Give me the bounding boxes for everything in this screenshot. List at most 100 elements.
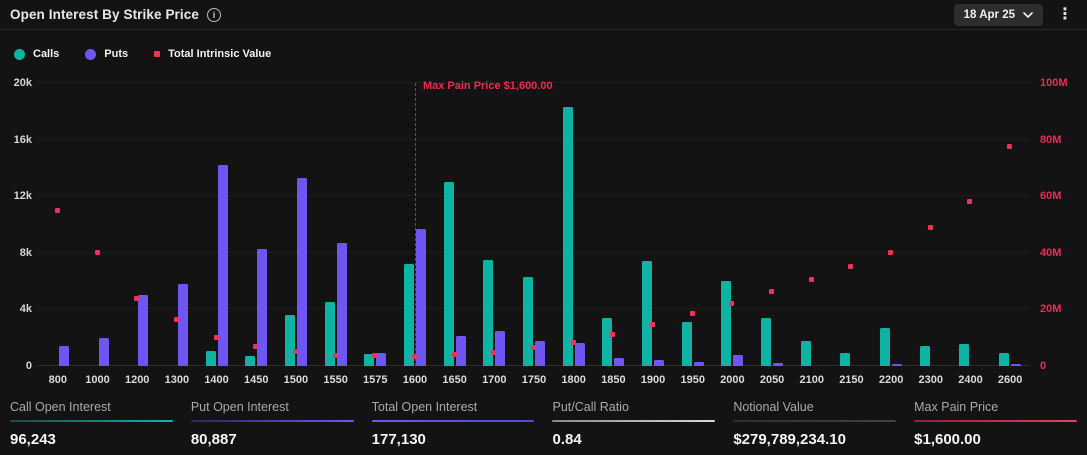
call-bar[interactable] (721, 281, 732, 366)
intrinsic-value-dot[interactable] (213, 335, 219, 341)
legend-label-puts: Puts (104, 48, 129, 60)
stat-label: Put/Call Ratio (552, 400, 629, 414)
x-axis-tick: 1300 (164, 374, 190, 386)
put-bar[interactable] (296, 177, 307, 366)
put-bar[interactable] (654, 359, 665, 366)
put-bar[interactable] (257, 249, 268, 366)
call-bar[interactable] (840, 353, 851, 366)
put-bar[interactable] (1011, 363, 1022, 366)
intrinsic-value-dot[interactable] (332, 353, 338, 359)
put-bar[interactable] (177, 283, 188, 366)
call-bar[interactable] (880, 327, 891, 366)
date-selector-button[interactable]: 18 Apr 25 (953, 3, 1043, 26)
info-icon[interactable]: i (206, 7, 221, 22)
intrinsic-value-dot[interactable] (94, 250, 100, 256)
call-bar[interactable] (919, 346, 930, 366)
intrinsic-value-dot[interactable] (1007, 144, 1013, 150)
put-bar[interactable] (535, 340, 545, 366)
gridline (38, 365, 1030, 366)
calls-marker-icon (14, 48, 25, 60)
put-bar[interactable] (415, 229, 426, 366)
put-bar[interactable] (98, 338, 109, 366)
stat-underline (190, 420, 354, 422)
call-bar[interactable] (284, 315, 295, 366)
plot-area: Max Pain Price $1,600.00 (38, 80, 1030, 366)
put-bar[interactable] (217, 165, 228, 366)
stat-label: Put Open Interest (190, 400, 289, 414)
put-bar[interactable] (733, 354, 744, 366)
intrinsic-value-dot[interactable] (967, 199, 973, 205)
call-bar[interactable] (562, 107, 573, 366)
call-bar[interactable] (364, 353, 375, 366)
call-bar[interactable] (205, 351, 216, 366)
call-bar[interactable] (245, 356, 256, 366)
x-axis-tick: 1800 (561, 374, 586, 386)
intrinsic-value-dot[interactable] (134, 295, 140, 301)
intrinsic-value-dot[interactable] (570, 339, 576, 345)
x-axis-tick: 2150 (839, 374, 864, 386)
put-bar[interactable] (138, 295, 149, 366)
intrinsic-value-dot[interactable] (848, 264, 854, 270)
put-bar[interactable] (773, 363, 784, 366)
legend-item-calls[interactable]: Calls (14, 48, 59, 60)
call-bar[interactable] (681, 322, 692, 366)
legend: Calls Puts Total Intrinsic Value (14, 48, 271, 60)
call-bar[interactable] (602, 317, 613, 366)
call-bar[interactable] (642, 261, 653, 366)
stat-underline (371, 420, 535, 422)
intrinsic-value-dot[interactable] (808, 276, 814, 282)
call-bar[interactable] (959, 344, 970, 366)
put-bar[interactable] (455, 335, 466, 366)
left-axis-tick: 4k (19, 303, 32, 316)
put-bar[interactable] (58, 346, 69, 366)
call-bar[interactable] (324, 302, 335, 366)
put-bar[interactable] (614, 358, 625, 366)
put-bar[interactable] (574, 343, 585, 366)
call-bar[interactable] (761, 317, 772, 366)
call-bar[interactable] (443, 182, 454, 366)
kebab-menu-icon[interactable]: ⋮ (1057, 5, 1073, 23)
x-axis-tick: 1650 (442, 374, 467, 386)
intrinsic-value-dot[interactable] (650, 322, 656, 328)
call-bar[interactable] (523, 276, 533, 366)
x-axis-tick: 1000 (85, 374, 110, 386)
put-bar[interactable] (336, 242, 347, 366)
intrinsic-value-dot[interactable] (372, 353, 378, 359)
left-axis-tick: 12k (13, 190, 32, 203)
x-axis-tick: 2300 (918, 374, 944, 386)
intrinsic-value-dot[interactable] (610, 331, 616, 337)
intrinsic-value-dot[interactable] (292, 349, 298, 355)
put-bar[interactable] (376, 353, 387, 366)
stat-underline (914, 420, 1077, 422)
put-bar[interactable] (693, 361, 704, 366)
x-axis-tick: 1500 (283, 374, 309, 386)
x-axis-tick: 1900 (640, 374, 666, 386)
call-bar[interactable] (403, 264, 414, 366)
intrinsic-value-dot[interactable] (253, 343, 259, 349)
legend-item-intrinsic[interactable]: Total Intrinsic Value (154, 48, 271, 60)
intrinsic-value-dot[interactable] (769, 289, 775, 295)
intrinsic-value-dot[interactable] (173, 316, 179, 322)
intrinsic-value-dot[interactable] (54, 207, 60, 213)
call-bar[interactable] (800, 340, 811, 366)
legend-item-puts[interactable]: Puts (85, 48, 128, 60)
put-bar[interactable] (892, 363, 903, 366)
intrinsic-value-dot[interactable] (411, 353, 417, 359)
intrinsic-value-dot[interactable] (888, 250, 894, 256)
call-bar[interactable] (999, 352, 1010, 366)
right-axis-tick: 40M (1040, 246, 1062, 259)
legend-label-intrinsic: Total Intrinsic Value (168, 48, 272, 60)
intrinsic-value-dot[interactable] (729, 301, 735, 307)
stat-value: $279,789,234.10 (733, 431, 846, 448)
intrinsic-value-dot[interactable] (689, 311, 695, 317)
intrinsic-value-dot[interactable] (451, 352, 457, 358)
stat-call-open-interest: Call Open Interest 96,243 (10, 393, 173, 448)
x-axis-tick: 1575 (363, 374, 388, 386)
intrinsic-value-dot[interactable] (531, 345, 536, 351)
intrinsic-value-dot[interactable] (927, 224, 933, 230)
put-bar[interactable] (495, 330, 506, 366)
x-axis-tick: 1700 (482, 374, 507, 386)
intrinsic-value-dot[interactable] (491, 350, 497, 356)
call-bar[interactable] (483, 259, 494, 366)
